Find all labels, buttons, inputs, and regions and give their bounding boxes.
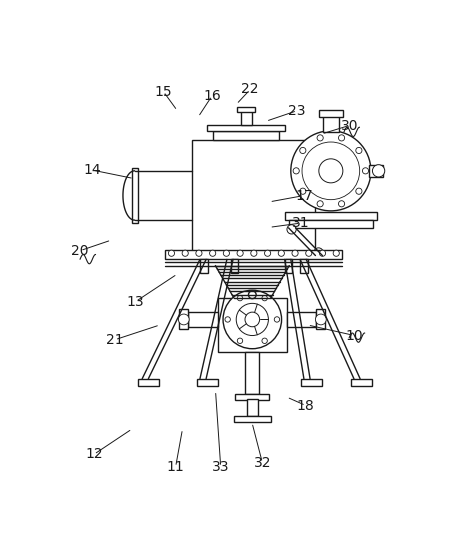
Bar	[323, 115, 339, 132]
Bar	[234, 415, 271, 422]
Text: 12: 12	[85, 447, 103, 461]
Circle shape	[300, 148, 306, 154]
Text: 20: 20	[71, 244, 89, 258]
Circle shape	[339, 201, 345, 207]
Bar	[300, 260, 308, 273]
Circle shape	[223, 250, 230, 256]
Circle shape	[306, 250, 312, 256]
Bar	[318, 110, 343, 117]
Bar	[369, 165, 383, 177]
Circle shape	[315, 314, 326, 325]
Circle shape	[339, 135, 345, 141]
Circle shape	[249, 291, 256, 299]
Bar	[301, 379, 322, 386]
Text: 32: 32	[253, 456, 271, 470]
Text: 15: 15	[155, 84, 172, 99]
Circle shape	[274, 317, 280, 322]
Circle shape	[302, 142, 360, 199]
Bar	[200, 260, 207, 273]
Circle shape	[317, 201, 323, 207]
Text: 30: 30	[341, 118, 358, 133]
Text: 33: 33	[212, 460, 230, 474]
Bar	[138, 379, 159, 386]
Circle shape	[251, 250, 257, 256]
Circle shape	[245, 312, 260, 327]
Circle shape	[293, 168, 299, 174]
Circle shape	[356, 188, 362, 195]
Text: 16: 16	[203, 89, 221, 103]
Circle shape	[317, 135, 323, 141]
Circle shape	[373, 165, 385, 177]
Text: 10: 10	[345, 328, 363, 343]
Circle shape	[319, 250, 326, 256]
Text: 21: 21	[106, 333, 124, 347]
Bar	[351, 379, 373, 386]
Bar	[241, 111, 252, 125]
Circle shape	[225, 317, 230, 322]
Circle shape	[287, 225, 296, 234]
Bar	[235, 394, 269, 400]
Circle shape	[333, 250, 339, 256]
Bar	[285, 213, 377, 220]
Circle shape	[196, 250, 202, 256]
Bar	[213, 131, 279, 140]
Bar	[189, 312, 218, 327]
Bar	[247, 399, 258, 415]
Circle shape	[236, 304, 268, 336]
Circle shape	[182, 250, 188, 256]
Bar	[132, 168, 138, 223]
Circle shape	[168, 250, 175, 256]
Bar	[179, 310, 189, 329]
Bar	[245, 352, 259, 394]
Text: 14: 14	[83, 163, 101, 177]
Bar	[231, 260, 239, 273]
Bar	[197, 379, 218, 386]
Bar	[207, 125, 285, 131]
Bar	[289, 220, 373, 228]
Circle shape	[319, 159, 343, 183]
Circle shape	[300, 188, 306, 195]
Circle shape	[278, 250, 285, 256]
Bar	[287, 312, 316, 327]
Bar	[285, 260, 292, 273]
Text: 17: 17	[295, 188, 313, 203]
Circle shape	[314, 248, 323, 257]
Text: 18: 18	[297, 398, 315, 413]
Text: 22: 22	[241, 83, 259, 96]
Text: 31: 31	[292, 216, 309, 230]
Circle shape	[356, 148, 362, 154]
Circle shape	[237, 295, 243, 301]
Text: 11: 11	[167, 460, 184, 474]
Circle shape	[363, 168, 368, 174]
Circle shape	[262, 295, 267, 301]
Text: 13: 13	[127, 295, 144, 309]
Bar	[316, 310, 326, 329]
Circle shape	[179, 314, 189, 325]
Bar	[218, 298, 287, 352]
Bar	[192, 140, 315, 256]
Bar	[237, 107, 255, 112]
Circle shape	[262, 338, 267, 343]
Circle shape	[292, 250, 298, 256]
Bar	[166, 250, 342, 260]
Circle shape	[291, 131, 371, 211]
Text: 23: 23	[288, 104, 306, 118]
Circle shape	[223, 290, 281, 349]
Circle shape	[237, 250, 243, 256]
Circle shape	[237, 338, 243, 343]
Circle shape	[264, 250, 271, 256]
Circle shape	[210, 250, 216, 256]
